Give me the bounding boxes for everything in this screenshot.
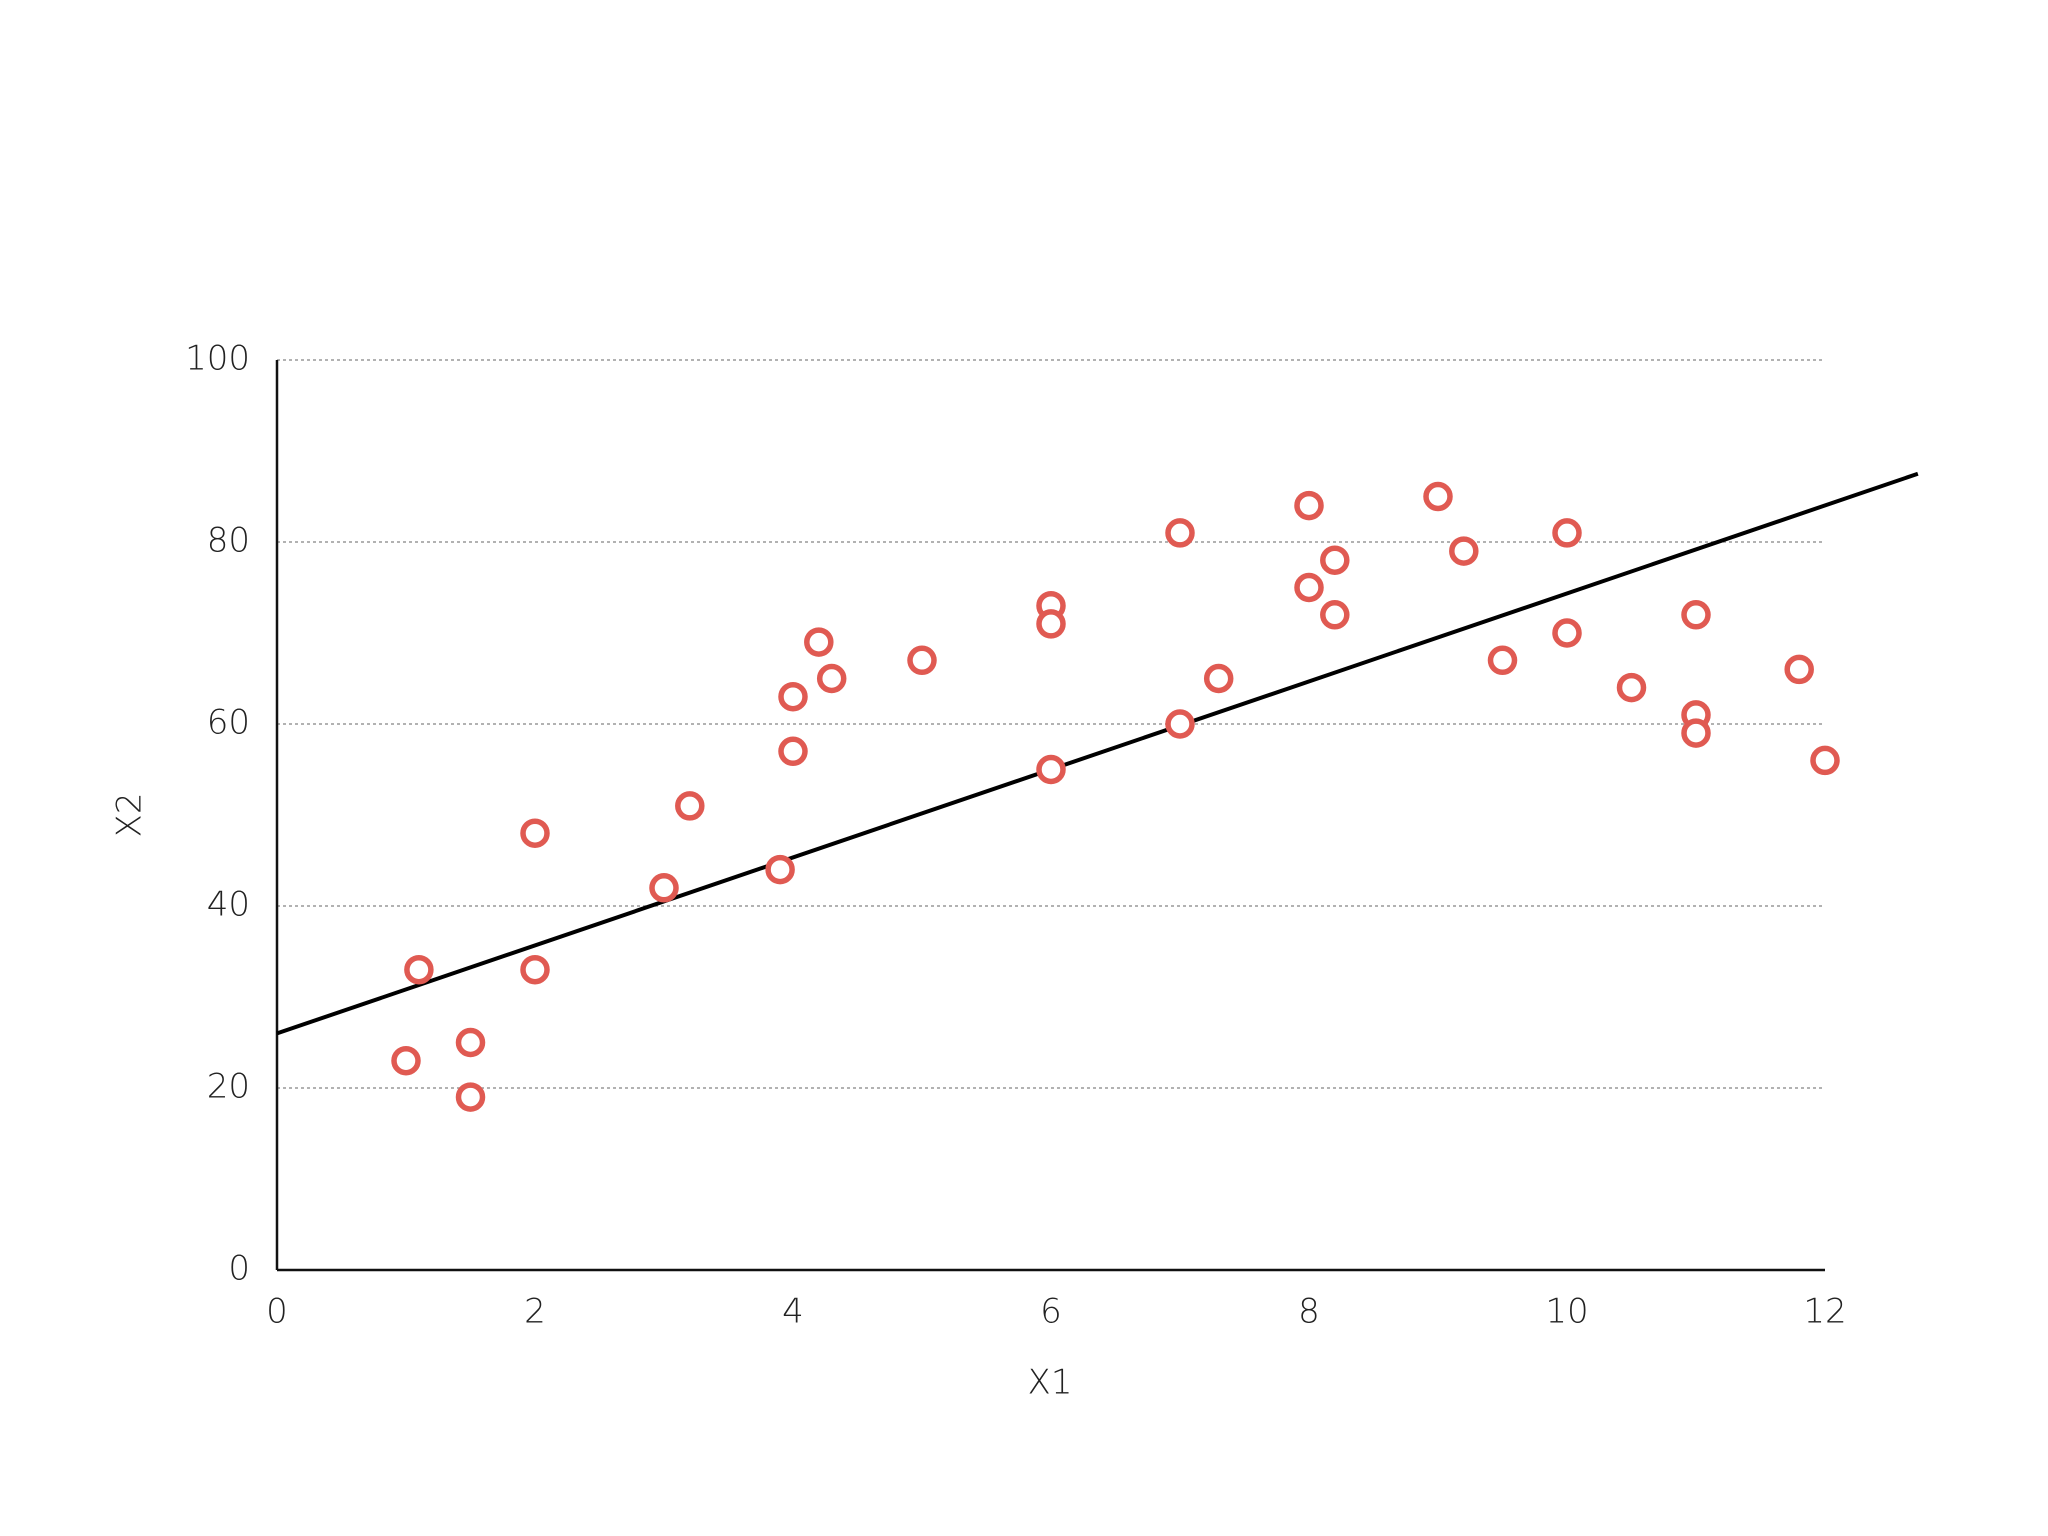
- point: [675, 791, 705, 821]
- point: [1681, 600, 1711, 630]
- point: [1423, 481, 1453, 512]
- point: [1165, 709, 1195, 739]
- point: [520, 954, 550, 985]
- point: [816, 663, 847, 694]
- point: [1616, 672, 1647, 703]
- point: [1449, 536, 1479, 566]
- point: [520, 818, 550, 848]
- x-tick-label: 0: [266, 1292, 288, 1332]
- point: [1036, 609, 1066, 639]
- point: [1320, 545, 1350, 575]
- point: [1294, 572, 1324, 603]
- x-tick-label: 4: [782, 1292, 804, 1332]
- point: [778, 736, 808, 767]
- point: [455, 1082, 486, 1112]
- point: [1203, 663, 1234, 694]
- x-tick-label: 2: [524, 1292, 546, 1332]
- y-tick-label: 80: [207, 521, 250, 561]
- y-tick-label: 20: [207, 1067, 250, 1107]
- x-axis-label: X1: [1028, 1363, 1073, 1403]
- trend-line: [276, 471, 1919, 1036]
- y-tick-label: 100: [185, 339, 250, 379]
- y-axis-label: X2: [110, 793, 150, 838]
- point: [1487, 645, 1518, 676]
- y-tick-label: 0: [228, 1249, 250, 1289]
- point: [765, 854, 795, 885]
- point: [804, 627, 834, 657]
- point: [391, 1045, 421, 1076]
- x-tick-label: 8: [1298, 1292, 1320, 1332]
- x-tick-label: 12: [1803, 1292, 1846, 1332]
- point: [455, 1027, 486, 1058]
- y-tick-label: 60: [207, 703, 250, 743]
- x-tick-label: 10: [1545, 1292, 1588, 1332]
- point: [1784, 654, 1814, 685]
- point: [1320, 600, 1350, 630]
- x-tick-label: 6: [1040, 1292, 1062, 1332]
- point: [1036, 754, 1066, 785]
- point: [1294, 490, 1324, 521]
- point: [404, 954, 434, 985]
- point: [1165, 518, 1195, 548]
- point: [1552, 618, 1582, 648]
- point: [907, 645, 937, 676]
- point: [1552, 518, 1582, 548]
- point: [1681, 718, 1711, 748]
- point: [649, 873, 679, 903]
- point: [1810, 745, 1840, 776]
- point: [778, 681, 808, 712]
- y-tick-label: 40: [207, 885, 250, 925]
